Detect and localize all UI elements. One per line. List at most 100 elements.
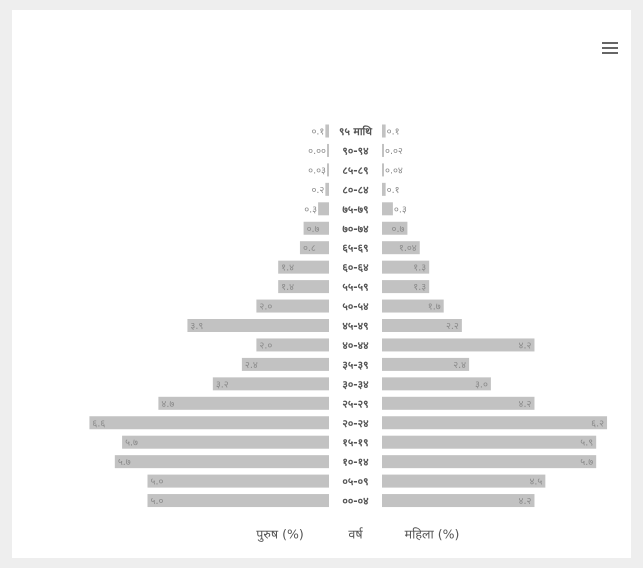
age-group-label: २५-२९ [342,398,368,410]
male-value-label: ०.०३ [308,165,326,176]
female-bar [382,377,491,391]
male-value-label: ०.१ [311,127,324,138]
male-bar [122,435,329,449]
male-bar [89,416,329,430]
male-value-label: १.४ [281,263,294,274]
age-group-label: ५०-५४ [342,301,369,313]
male-value-label: ०.०० [308,146,326,157]
age-group-label: ००-०४ [342,496,369,508]
male-bar [147,474,329,488]
male-value-label: ०.२ [311,185,324,196]
female-bar [382,435,597,449]
male-bar [256,338,329,352]
age-group-label: ४०-४४ [342,340,369,352]
male-value-label: ४.७ [161,399,174,410]
male-value-label: ३.२ [216,379,229,390]
age-group-label: ७०-७४ [342,223,369,235]
male-value-label: ०.७ [307,224,320,235]
age-group-label: ८५-८९ [342,165,368,177]
male-bar [327,163,329,177]
male-bar [325,182,329,196]
female-value-label: ६.२ [591,418,604,429]
female-bar [382,202,393,216]
year-axis-label: वर्ष [348,527,363,542]
female-bar [382,357,470,371]
female-bar [382,396,535,410]
female-bar [382,299,444,313]
male-value-label: ०.३ [304,204,317,215]
age-group-label: ५५-५९ [342,282,368,294]
female-bar [382,280,430,294]
male-bar [303,221,329,235]
female-bar [382,124,386,138]
female-value-label: ४.५ [529,477,542,488]
female-value-label: १.७ [428,302,441,313]
male-bar [241,357,329,371]
male-bar [256,299,329,313]
female-bar [382,143,384,157]
age-group-label: १०-१४ [342,457,369,469]
female-value-label: १.३ [413,263,426,274]
male-bar [318,202,329,216]
age-group-label: ०५-०९ [342,476,368,488]
male-value-label: ५.० [151,477,164,488]
hamburger-menu-icon[interactable] [599,37,623,61]
male-bar [325,124,329,138]
male-bar [114,455,329,469]
female-bar [382,241,420,255]
age-group-label: १५-१९ [342,437,368,449]
female-axis-label: महिला (%) [405,527,460,542]
female-value-label: २.२ [446,321,459,332]
female-bar [382,182,386,196]
age-group-label: ६०-६४ [342,262,369,274]
age-group-label: ६५-६९ [342,243,368,255]
female-value-label: ५.७ [580,457,593,468]
age-group-label: ७५-७९ [342,204,368,216]
male-bar [147,494,329,508]
male-bar [299,241,329,255]
female-bar [382,163,384,177]
female-value-label: ०.०२ [385,146,403,157]
female-value-label: ०.१ [387,185,400,196]
female-value-label: ४.२ [519,340,532,351]
female-bar [382,474,546,488]
female-bar [382,319,462,332]
age-group-label: ४५-४९ [342,321,368,333]
male-value-label: ५.० [151,496,164,507]
female-bar [382,494,535,508]
male-axis-label: पुरुष (%) [256,527,303,543]
male-value-label: ०.८ [303,243,316,254]
age-group-label: २०-२४ [342,418,369,430]
male-value-label: २.० [259,302,272,313]
female-value-label: १.०४ [399,243,417,254]
female-value-label: २.४ [453,360,466,371]
female-bar [382,416,608,430]
male-bar [187,319,329,332]
age-group-label: ९५ माथि [339,125,373,138]
male-bar [327,143,329,157]
male-value-label: ६.६ [92,418,105,429]
age-group-label: ९०-९४ [342,145,369,157]
female-value-label: ०.१ [387,127,400,138]
male-value-label: ३.९ [190,321,203,332]
age-group-label: ३०-३४ [342,379,369,391]
female-value-label: ४.२ [519,496,532,507]
male-value-label: २.४ [245,360,258,371]
female-value-label: ०.०४ [385,165,403,176]
male-value-label: ५.७ [125,438,138,449]
female-value-label: ०.३ [394,204,407,215]
male-value-label: २.० [259,340,272,351]
female-value-label: ५.९ [580,438,593,449]
chart-card: ०.१ ९५ माथि ०.१ ०.०० ९०-९४ ०.०२ ०.०३ ८५-८९ ०.०४ ०… [12,10,631,558]
male-value-label: १.४ [281,282,294,293]
female-value-label: ३.० [475,379,488,390]
male-bar [212,377,329,391]
male-bar [278,280,329,294]
female-value-label: ०.७ [392,224,405,235]
age-group-label: ३५-३९ [342,359,368,371]
population-pyramid-chart: ०.१ ९५ माथि ०.१ ०.०० ९०-९४ ०.०२ ०.०३ ८५-८९ ०.०४ ०… [89,124,608,543]
female-bar [382,455,597,469]
male-bar [278,260,329,274]
female-bar [382,221,408,235]
male-value-label: ५.७ [118,457,131,468]
